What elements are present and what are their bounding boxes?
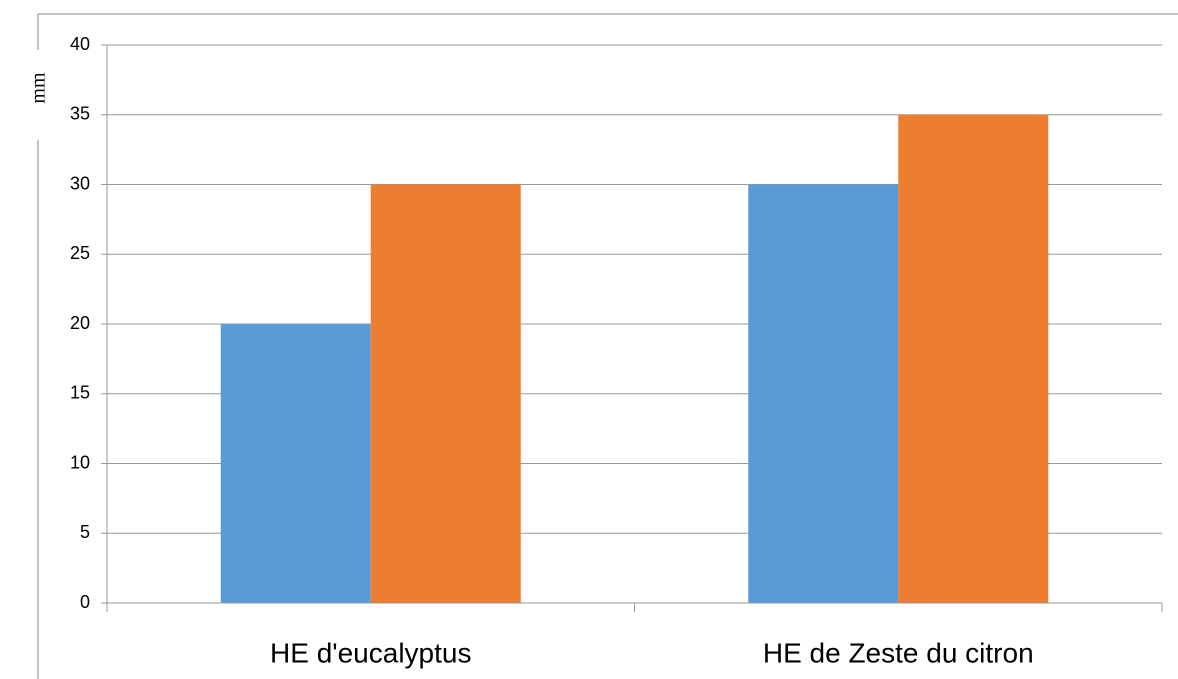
- y-tick-label: 5: [80, 522, 90, 542]
- bar: [220, 324, 371, 603]
- y-tick-label: 25: [70, 243, 90, 263]
- y-tick-label: 0: [80, 592, 90, 612]
- bar: [748, 184, 899, 603]
- y-tick-label: 10: [70, 452, 90, 472]
- x-tick-label: HE de Zeste du citron: [763, 637, 1034, 668]
- y-tick-label: 35: [70, 104, 90, 124]
- y-tick-label: 20: [70, 313, 90, 333]
- y-tick-label: 30: [70, 173, 90, 193]
- y-tick-label: 40: [70, 34, 90, 54]
- bar: [370, 184, 521, 603]
- y-tick-label: 15: [70, 383, 90, 403]
- x-tick-label: HE d'eucalyptus: [270, 637, 471, 668]
- y-axis-label: mm: [28, 72, 50, 104]
- bar: [898, 114, 1049, 603]
